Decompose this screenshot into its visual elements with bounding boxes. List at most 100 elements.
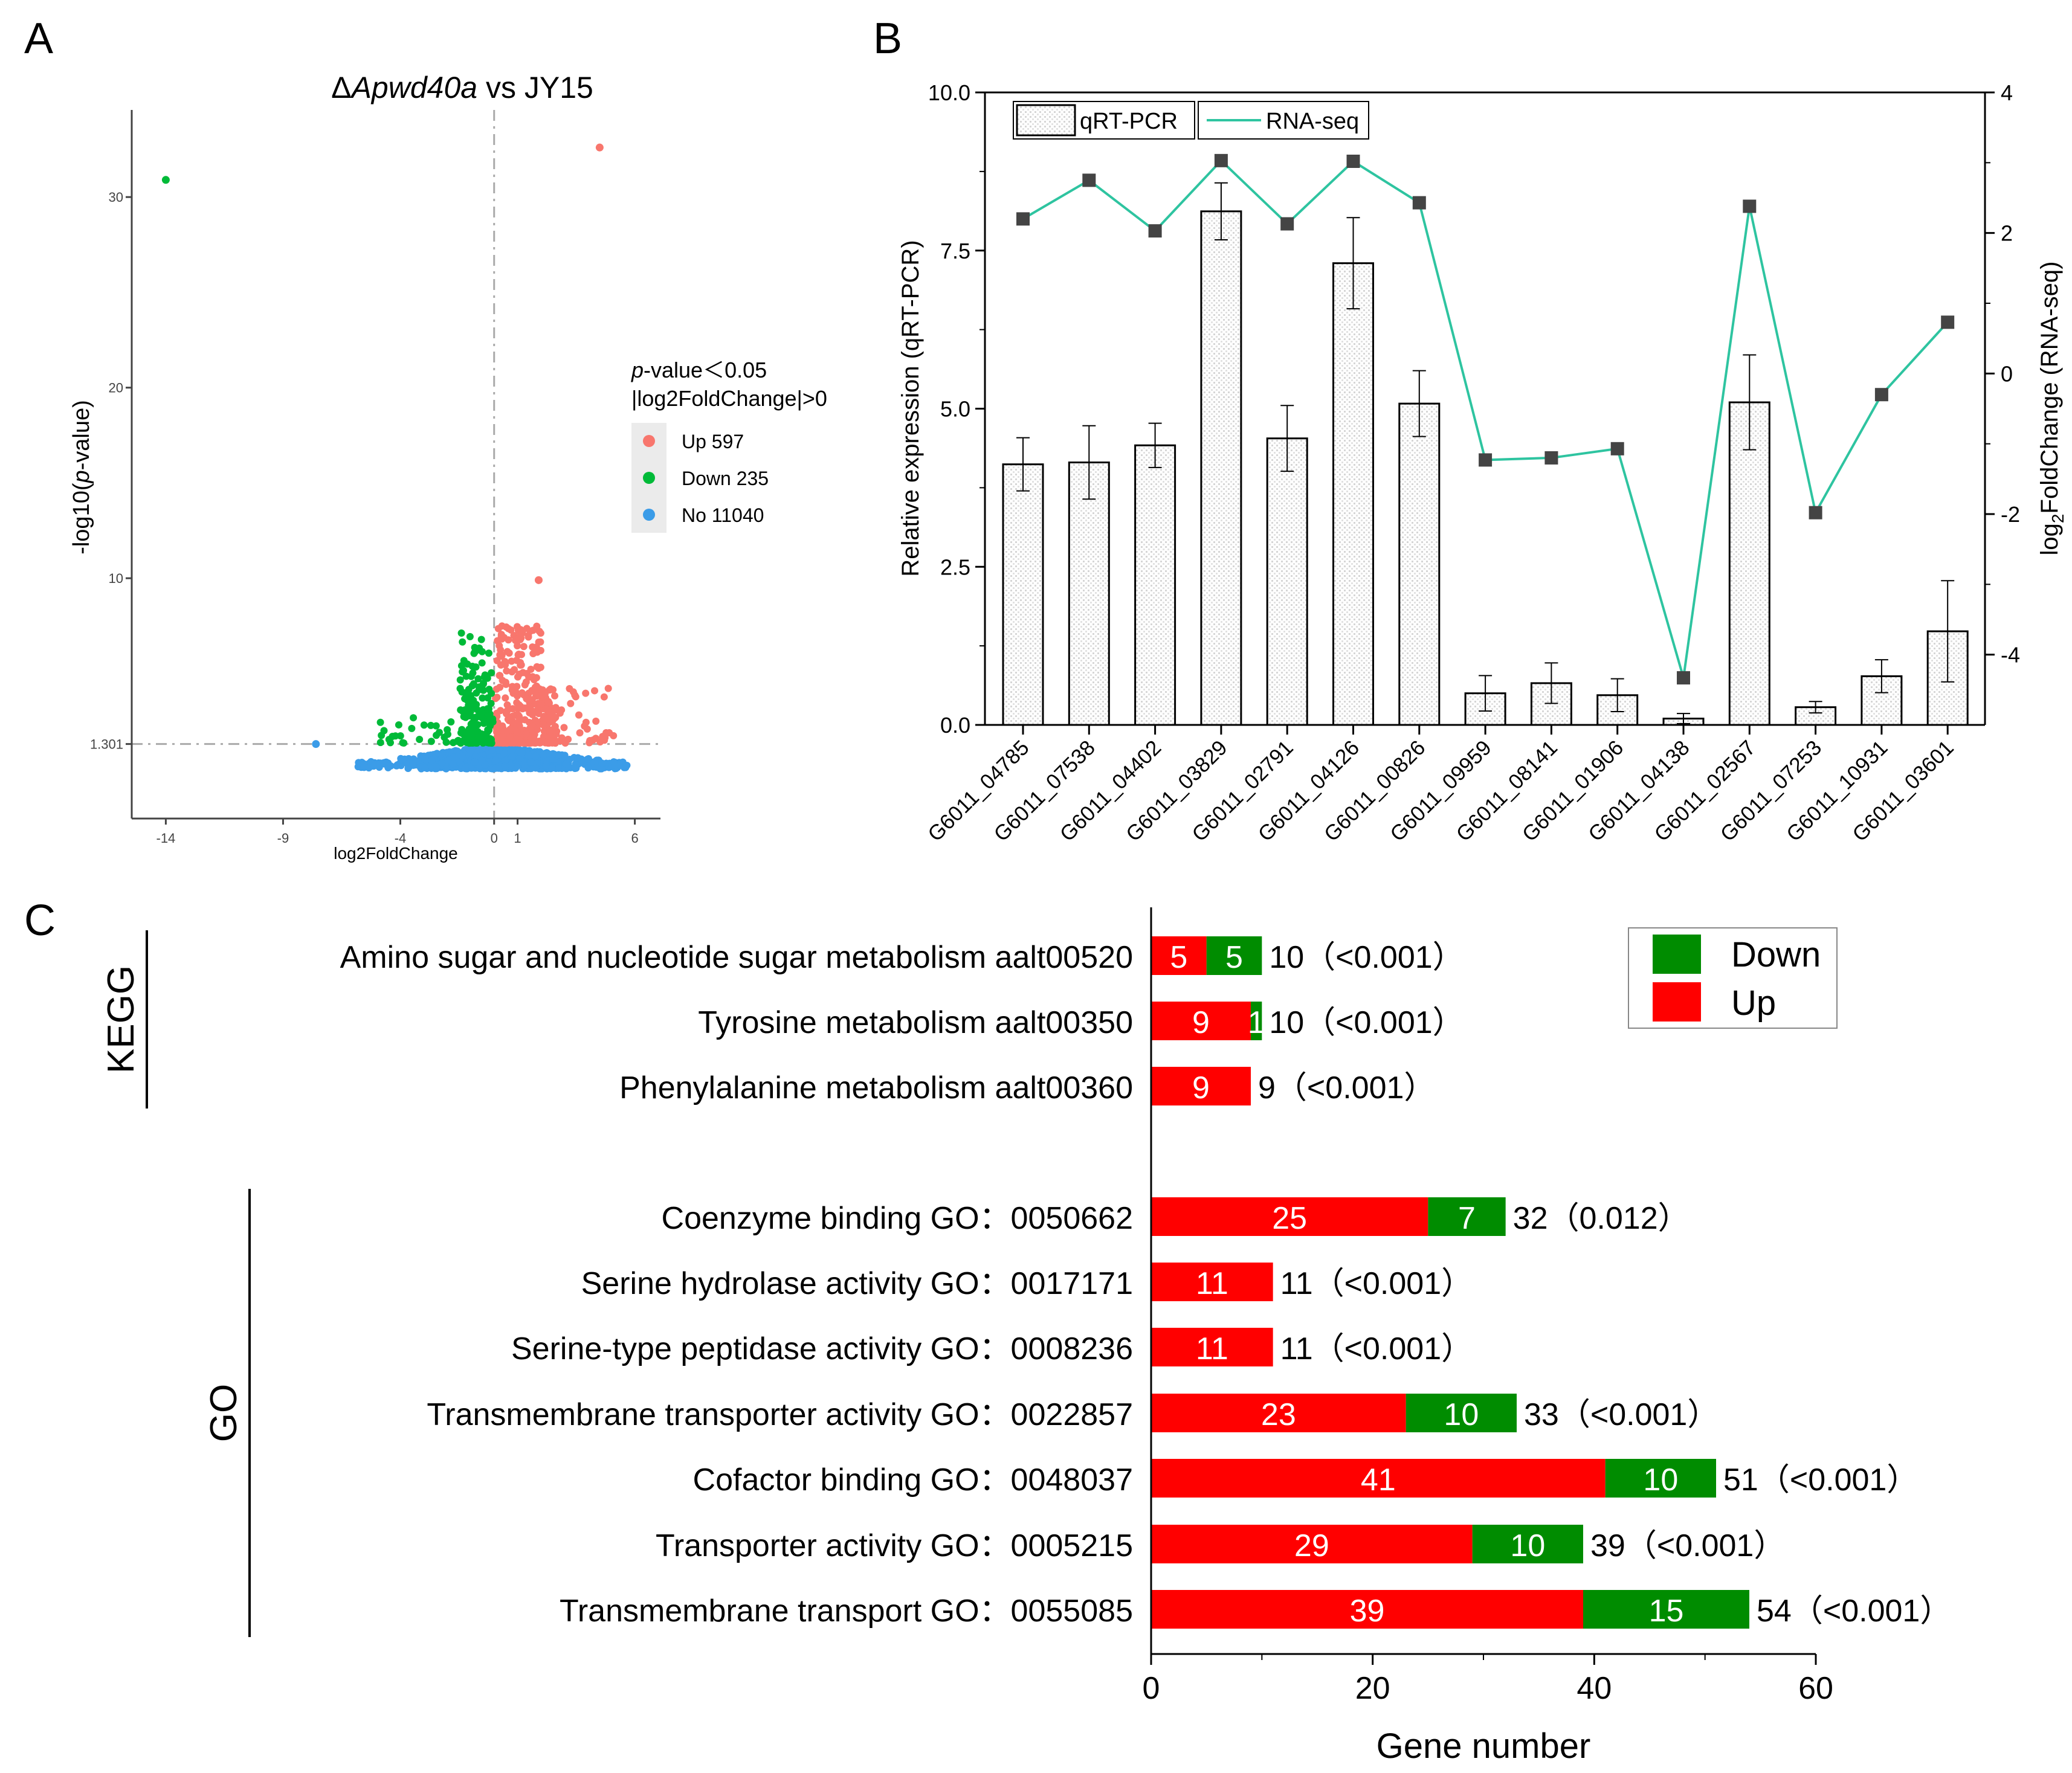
- volcano-point-no: [542, 762, 550, 770]
- legend-down-swatch: [1653, 935, 1701, 974]
- total-value-label: 11（<0.001）: [1280, 1331, 1473, 1366]
- group-label: GO: [203, 1384, 245, 1442]
- enrichment-chart: Amino sugar and nucleotide sugar metabol…: [100, 907, 1951, 1766]
- volcano-point-down: [472, 663, 480, 671]
- volcano-point-up: [534, 576, 543, 584]
- rnaseq-y2-tick-label: 4: [2001, 80, 2013, 105]
- volcano-point-up: [514, 642, 521, 649]
- enrich-legend: Down Up: [1628, 927, 1838, 1029]
- volcano-point-no: [572, 762, 580, 770]
- volcano-point-no: [492, 764, 500, 772]
- up-bar: [1151, 936, 1207, 975]
- volcano-point-down: [420, 721, 428, 729]
- volcano-point-no: [561, 751, 569, 759]
- up-value-label: 29: [1294, 1528, 1329, 1563]
- volcano-point-down: [488, 689, 495, 697]
- rnaseq-point: [1280, 217, 1294, 231]
- qpcr-bar: [1002, 463, 1044, 726]
- volcano-point-up: [511, 687, 518, 695]
- total-value-label: 51（<0.001）: [1723, 1462, 1918, 1498]
- volcano-point-no: [393, 762, 401, 770]
- volcano-x-tick-label: -4: [395, 831, 407, 846]
- rnaseq-point: [1148, 224, 1162, 238]
- down-bar: [1251, 1002, 1262, 1040]
- volcano-point-up: [533, 622, 541, 630]
- down-value-label: 5: [1225, 940, 1243, 975]
- volcano-point-up: [536, 685, 544, 693]
- volcano-point-no: [501, 762, 509, 770]
- volcano-point-no: [491, 757, 499, 765]
- volcano-point-no: [371, 761, 379, 769]
- volcano-point-no: [584, 755, 592, 763]
- volcano-point-up: [547, 685, 555, 693]
- enrich-row-label: Transmembrane transport GO：0055085: [560, 1594, 1133, 1629]
- volcano-point-up: [524, 632, 532, 640]
- volcano-point-down: [408, 724, 416, 732]
- volcano-point-down: [485, 649, 492, 657]
- volcano-point-no: [312, 740, 320, 748]
- down-bar: [1583, 1590, 1749, 1629]
- volcano-point-down: [457, 662, 465, 670]
- enrich-row-label: Serine hydrolase activity GO：0017171: [581, 1266, 1133, 1301]
- qpcr-bar: [1398, 402, 1441, 726]
- total-value-label: 32（0.012）: [1513, 1201, 1690, 1236]
- total-value-label: 39（<0.001）: [1590, 1528, 1785, 1563]
- volcano-point-no: [398, 756, 405, 764]
- volcano-point-down: [395, 721, 402, 729]
- volcano-point-up: [503, 648, 511, 655]
- volcano-point-up: [602, 729, 610, 737]
- volcano-point-up: [571, 691, 579, 699]
- volcano-point-up: [502, 623, 510, 631]
- volcano-point-up: [514, 720, 521, 728]
- volcano-legend-title-italic: p: [631, 358, 644, 382]
- qpcr-bar: [1200, 210, 1242, 726]
- up-value-label: 5: [1170, 940, 1187, 975]
- volcano-point-no: [449, 760, 457, 768]
- volcano-point-down: [479, 694, 486, 702]
- rnaseq-point: [1412, 196, 1426, 210]
- rnaseq-point: [1610, 442, 1624, 455]
- volcano-point-up: [551, 706, 559, 714]
- volcano-point-down: [471, 648, 479, 656]
- rnaseq-point: [1544, 451, 1558, 465]
- volcano-point-no: [450, 753, 457, 761]
- rnaseq-point: [1082, 173, 1096, 187]
- volcano-point-down: [456, 676, 464, 684]
- up-bar: [1151, 1525, 1473, 1563]
- volcano-point-up: [511, 666, 518, 674]
- volcano-point-up: [514, 705, 522, 713]
- volcano-point-down: [474, 675, 482, 683]
- volcano-x-tick-label: 6: [631, 831, 638, 846]
- volcano-point-no: [518, 749, 526, 757]
- volcano-point-up: [497, 735, 505, 742]
- volcano-point-down: [477, 710, 485, 718]
- volcano-point-down: [376, 739, 384, 747]
- volcano-point-down: [465, 701, 473, 709]
- volcano-point-up: [604, 684, 612, 692]
- volcano-point-up: [558, 706, 566, 714]
- down-bar: [1206, 936, 1262, 975]
- volcano-point-down: [482, 730, 489, 738]
- volcano-point-up: [497, 631, 505, 639]
- volcano-point-up: [503, 667, 511, 675]
- volcano-point-down: [433, 732, 441, 739]
- enrich-x-label: Gene number: [1376, 1726, 1591, 1766]
- volcano-point-down: [477, 636, 485, 643]
- volcano-point-up: [541, 690, 549, 698]
- volcano-point-up: [582, 689, 590, 697]
- volcano-point-no: [524, 751, 532, 759]
- volcano-point-up: [540, 721, 547, 729]
- volcano-point-up: [506, 734, 514, 742]
- volcano-legend-title-rest: -value＜0.05: [644, 358, 767, 382]
- volcano-point-no: [433, 750, 441, 758]
- volcano-point-no: [438, 759, 446, 767]
- rnaseq-y2-tick-label: 0: [2001, 361, 2013, 386]
- volcano-point-up: [610, 732, 618, 739]
- volcano-point-no: [495, 746, 503, 754]
- volcano-y-tick-label: 10: [109, 571, 123, 586]
- volcano-point-up: [502, 694, 509, 702]
- volcano-legend-dot: [643, 509, 655, 521]
- volcano-point-down: [410, 714, 418, 722]
- up-value-label: 9: [1192, 1070, 1210, 1105]
